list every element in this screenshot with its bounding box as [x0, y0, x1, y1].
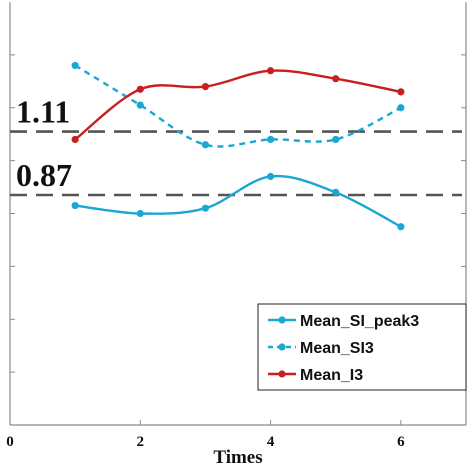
axes — [9, 2, 467, 426]
x-axis-title: Times — [213, 447, 262, 468]
data-point — [266, 67, 275, 75]
legend-label: Mean_SI3 — [300, 340, 374, 357]
data-point — [266, 172, 275, 181]
data-point — [201, 83, 210, 91]
data-point — [136, 101, 144, 109]
series-line — [74, 64, 402, 148]
data-point — [71, 201, 79, 210]
data-point — [332, 188, 340, 196]
legend-marker — [278, 343, 286, 351]
data-point — [397, 223, 405, 231]
data-point — [332, 135, 340, 144]
data-point — [201, 204, 210, 212]
series-layer — [71, 61, 405, 231]
x-tick-label: 4 — [267, 434, 275, 450]
legend-marker — [278, 316, 286, 324]
legend-marker — [278, 370, 286, 378]
x-tick-label: 0 — [6, 434, 14, 450]
data-point — [136, 85, 144, 93]
reference-line-label: 0.87 — [16, 157, 72, 193]
data-point — [266, 135, 275, 144]
data-point — [201, 141, 210, 149]
data-point — [136, 209, 144, 218]
data-point — [71, 61, 79, 70]
reference-lines: 1.11 0.87 — [10, 94, 462, 197]
tick-labels: 0 2 4 6 — [6, 434, 405, 450]
data-point — [397, 104, 405, 112]
series-line — [74, 69, 402, 141]
legend-box — [257, 303, 467, 391]
legend-label: Mean_SI_peak3 — [300, 313, 419, 330]
series-line — [74, 174, 402, 228]
series-Mean_SI_peak3 — [71, 172, 405, 231]
data-point — [332, 75, 340, 83]
x-tick-label: 2 — [137, 434, 145, 450]
series-Mean_I3 — [71, 67, 405, 144]
reference-line-label: 1.11 — [16, 94, 70, 130]
x-tick-label: 6 — [397, 434, 405, 450]
data-point — [71, 135, 79, 144]
legend: Mean_SI_peak3 Mean_SI3 Mean_I3 — [257, 303, 467, 391]
series-Mean_SI3 — [71, 61, 405, 149]
legend-label: Mean_I3 — [300, 367, 363, 384]
data-point — [397, 88, 405, 96]
